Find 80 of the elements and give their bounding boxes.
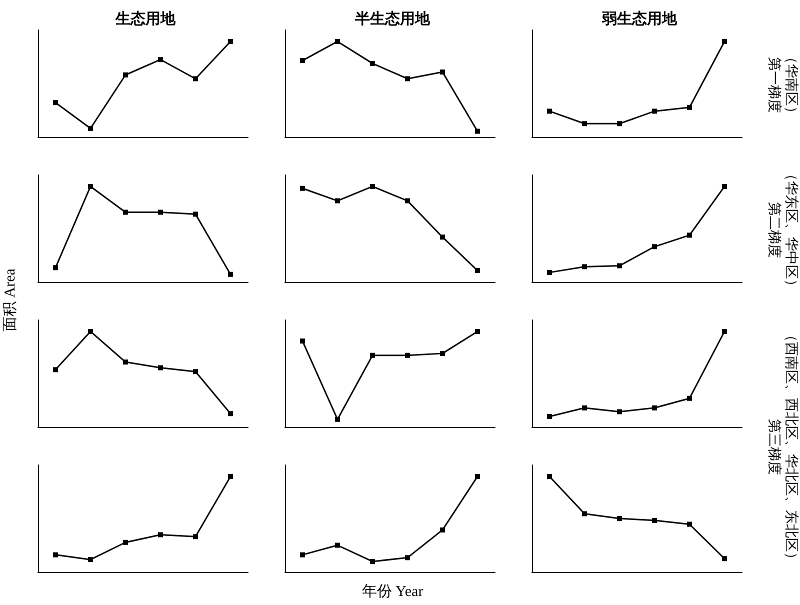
point: [547, 414, 552, 419]
point: [687, 396, 692, 401]
point: [405, 198, 410, 204]
chart-title: 生态用地: [114, 10, 176, 28]
point: [405, 76, 410, 82]
point: [582, 264, 587, 270]
point: [88, 328, 93, 334]
point: [687, 522, 692, 527]
chart-title: 弱生态用地: [601, 10, 678, 28]
point: [687, 232, 692, 238]
point: [405, 352, 410, 358]
point: [123, 540, 128, 545]
point: [53, 552, 58, 558]
point: [617, 121, 622, 126]
point: [228, 474, 233, 479]
point: [722, 184, 727, 189]
point: [53, 265, 58, 270]
point: [335, 38, 340, 44]
point: [475, 328, 480, 334]
y2-axis-title: 第一梯度（华南区）: [765, 50, 799, 120]
point: [193, 369, 198, 374]
point: [335, 198, 340, 204]
point: [158, 210, 163, 215]
point: [582, 121, 587, 126]
point: [722, 556, 727, 562]
point: [228, 272, 233, 277]
point: [228, 411, 233, 416]
point: [88, 557, 93, 562]
point: [652, 108, 657, 114]
point: [123, 210, 128, 215]
point: [617, 263, 622, 268]
point: [405, 555, 410, 560]
point: [228, 38, 233, 44]
point: [722, 38, 727, 44]
y-axis-title: 面积 Area: [2, 268, 20, 332]
point: [582, 511, 587, 516]
point: [193, 76, 198, 82]
point: [687, 104, 692, 110]
point: [440, 70, 445, 75]
point: [652, 518, 657, 523]
point: [440, 350, 445, 356]
point: [547, 270, 552, 275]
point: [652, 405, 657, 410]
point: [475, 128, 480, 134]
point: [300, 186, 305, 191]
point: [53, 367, 58, 372]
point: [370, 352, 375, 358]
chart-title: 半生态用地: [354, 10, 431, 28]
y2-axis-title: 第三梯度（西南区、西北区、华北区、东北区）: [765, 328, 799, 566]
point: [617, 516, 622, 521]
point: [158, 365, 163, 370]
point: [475, 474, 480, 479]
point: [158, 532, 163, 538]
point: [440, 527, 445, 532]
x-axis-title: 年份 Year: [360, 583, 424, 601]
point: [123, 360, 128, 365]
point: [53, 100, 58, 106]
point: [440, 234, 445, 240]
point: [722, 328, 727, 334]
point: [300, 552, 305, 558]
point: [335, 542, 340, 548]
point: [123, 72, 128, 78]
point: [335, 416, 340, 422]
point: [193, 212, 198, 217]
y2-axis-title: 第二梯度（华东区、华中区）: [765, 167, 799, 293]
point: [300, 338, 305, 344]
point: [370, 60, 375, 66]
point: [475, 268, 480, 274]
point: [88, 126, 93, 131]
point: [370, 558, 375, 564]
point: [158, 57, 163, 62]
point: [300, 58, 305, 64]
point: [547, 474, 552, 479]
point: [547, 108, 552, 114]
point: [88, 184, 93, 189]
point: [652, 244, 657, 250]
point: [582, 405, 587, 410]
point: [193, 534, 198, 540]
point: [370, 184, 375, 189]
point: [617, 409, 622, 414]
